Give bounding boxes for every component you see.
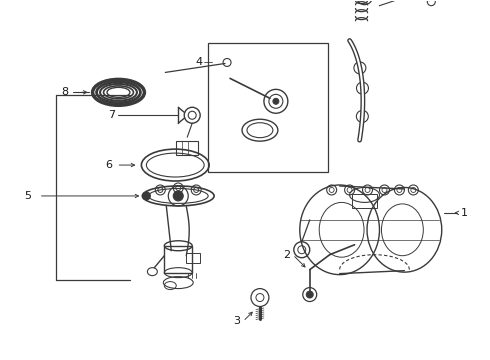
Bar xyxy=(164,246,192,273)
Bar xyxy=(352,194,377,208)
Text: 3: 3 xyxy=(233,316,240,327)
Bar xyxy=(186,253,200,263)
Text: 1: 1 xyxy=(461,208,468,218)
Circle shape xyxy=(143,192,150,200)
Text: 8: 8 xyxy=(62,87,69,97)
Text: 5: 5 xyxy=(24,191,31,201)
Bar xyxy=(176,141,198,155)
Text: 2: 2 xyxy=(283,250,290,260)
Text: 6: 6 xyxy=(105,160,113,170)
Bar xyxy=(208,42,328,172)
Circle shape xyxy=(173,191,183,201)
Circle shape xyxy=(306,291,313,298)
Circle shape xyxy=(273,98,279,104)
Text: 7: 7 xyxy=(108,110,116,120)
Text: 4: 4 xyxy=(195,58,202,67)
